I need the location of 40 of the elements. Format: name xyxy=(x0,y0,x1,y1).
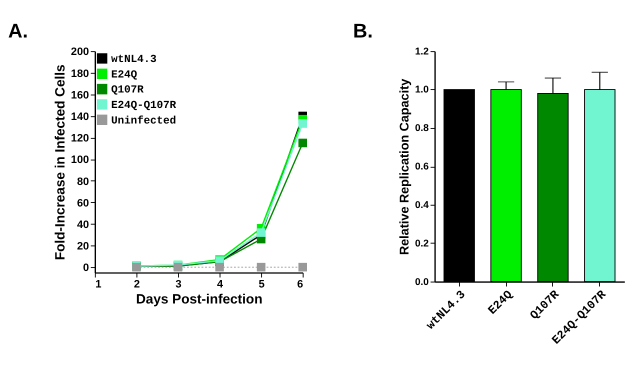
y-tick-label: 0 xyxy=(82,262,90,274)
y-tick-label: 1.0 xyxy=(414,84,430,96)
y-tick-label: 0.4 xyxy=(414,200,430,211)
x-tick-label: 5 xyxy=(258,278,265,290)
point xyxy=(298,119,307,128)
y-tick-label: 80 xyxy=(76,176,90,188)
y-tick-label: 0.8 xyxy=(414,123,430,134)
x-tick-label: 2 xyxy=(134,278,140,290)
y-tick-label: 160 xyxy=(70,89,90,102)
y-tick-label: 0.6 xyxy=(414,162,430,173)
legend-label: Uninfected xyxy=(111,115,176,128)
y-tick-label: 0.0 xyxy=(414,276,430,288)
point xyxy=(298,138,307,148)
y-axis-title: Fold-Increase in Infected Cells xyxy=(52,64,68,260)
x-axis-title: Days Post-infection xyxy=(136,292,262,307)
x-tick-label: 6 xyxy=(297,278,304,290)
legend-label: E24Q-Q107R xyxy=(111,100,177,112)
y-tick-label: 200 xyxy=(70,46,90,58)
y-tick-label: 100 xyxy=(70,154,90,166)
x-tick-label: 3 xyxy=(175,278,182,290)
y-tick-label: 0.2 xyxy=(414,238,430,250)
y-tick-label: 1.2 xyxy=(414,46,430,58)
y-tick-label: 60 xyxy=(76,197,90,210)
chart-title: B. xyxy=(353,20,373,43)
y-tick-label: 180 xyxy=(70,68,90,80)
point xyxy=(298,262,307,272)
point xyxy=(256,228,266,237)
x-tick-label: 1 xyxy=(95,278,102,290)
y-tick-label: 140 xyxy=(70,111,90,124)
point xyxy=(256,262,266,272)
y-tick-label: 20 xyxy=(76,240,90,253)
point xyxy=(215,262,224,272)
legend-label: E24Q xyxy=(111,69,138,82)
legend-label: wtNL4.3 xyxy=(111,54,157,66)
y-tick-label: 120 xyxy=(70,132,90,145)
y-axis-title: Relative Replication Capacity xyxy=(398,78,412,255)
legend-label: Q107R xyxy=(111,84,144,97)
chart-title: A. xyxy=(8,20,28,43)
y-tick-label: 40 xyxy=(76,219,90,232)
x-tick-label: 4 xyxy=(217,278,224,290)
